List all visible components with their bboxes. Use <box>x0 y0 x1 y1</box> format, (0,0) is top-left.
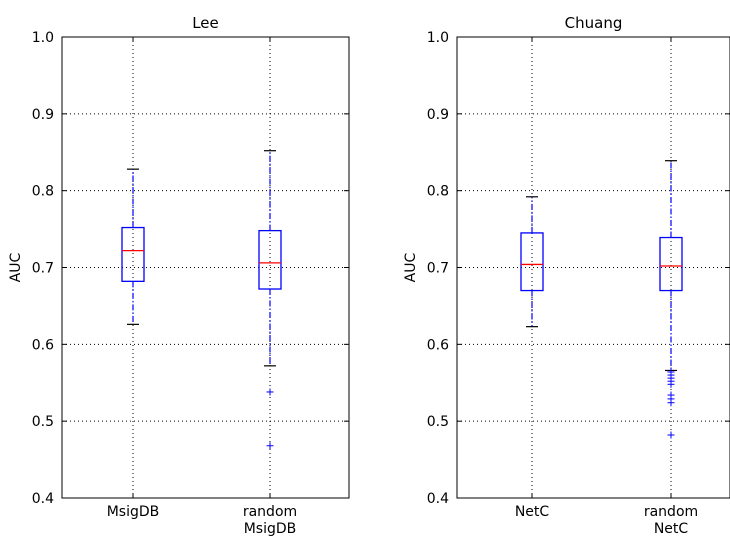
outlier-point <box>667 380 675 388</box>
x-tick-label: NetC <box>515 504 550 520</box>
box-1 <box>659 160 683 439</box>
y-axis-label: AUC <box>403 252 419 282</box>
y-tick-label: 0.6 <box>427 337 449 353</box>
outlier-point <box>266 442 274 450</box>
y-tick-label: 0.9 <box>427 107 449 123</box>
x-tick-label: random <box>644 504 698 520</box>
x-tick-label: random <box>243 504 297 520</box>
y-tick-label: 0.5 <box>32 414 54 430</box>
outlier-point <box>667 431 675 439</box>
iqr-box <box>258 229 282 290</box>
iqr-box <box>121 226 145 282</box>
x-tick-label: MsigDB <box>107 504 160 520</box>
y-tick-label: 0.4 <box>427 491 449 507</box>
box-0 <box>520 196 544 328</box>
y-tick-label: 0.6 <box>32 337 54 353</box>
iqr-box <box>520 232 544 292</box>
y-axis-label: AUC <box>8 252 24 282</box>
y-tick-label: 1.0 <box>32 30 54 46</box>
y-tick-label: 0.4 <box>32 491 54 507</box>
y-tick-label: 1.0 <box>427 30 449 46</box>
box-1 <box>258 150 282 450</box>
y-tick-label: 0.8 <box>427 184 449 200</box>
plot-frame <box>61 36 350 499</box>
iqr-box <box>659 236 683 292</box>
plot-frame <box>456 36 730 499</box>
x-tick-label: NetC <box>654 521 689 537</box>
y-tick-label: 0.7 <box>427 261 449 277</box>
chart-title: Chuang <box>565 14 623 32</box>
y-tick-label: 0.8 <box>32 184 54 200</box>
y-tick-label: 0.9 <box>32 107 54 123</box>
y-tick-label: 0.7 <box>32 261 54 277</box>
outlier-point <box>266 388 274 396</box>
x-tick-label: MsigDB <box>244 521 297 537</box>
y-tick-label: 0.5 <box>427 414 449 430</box>
chart-title: Lee <box>192 14 219 32</box>
outlier-point <box>667 399 675 407</box>
box-0 <box>121 168 145 325</box>
